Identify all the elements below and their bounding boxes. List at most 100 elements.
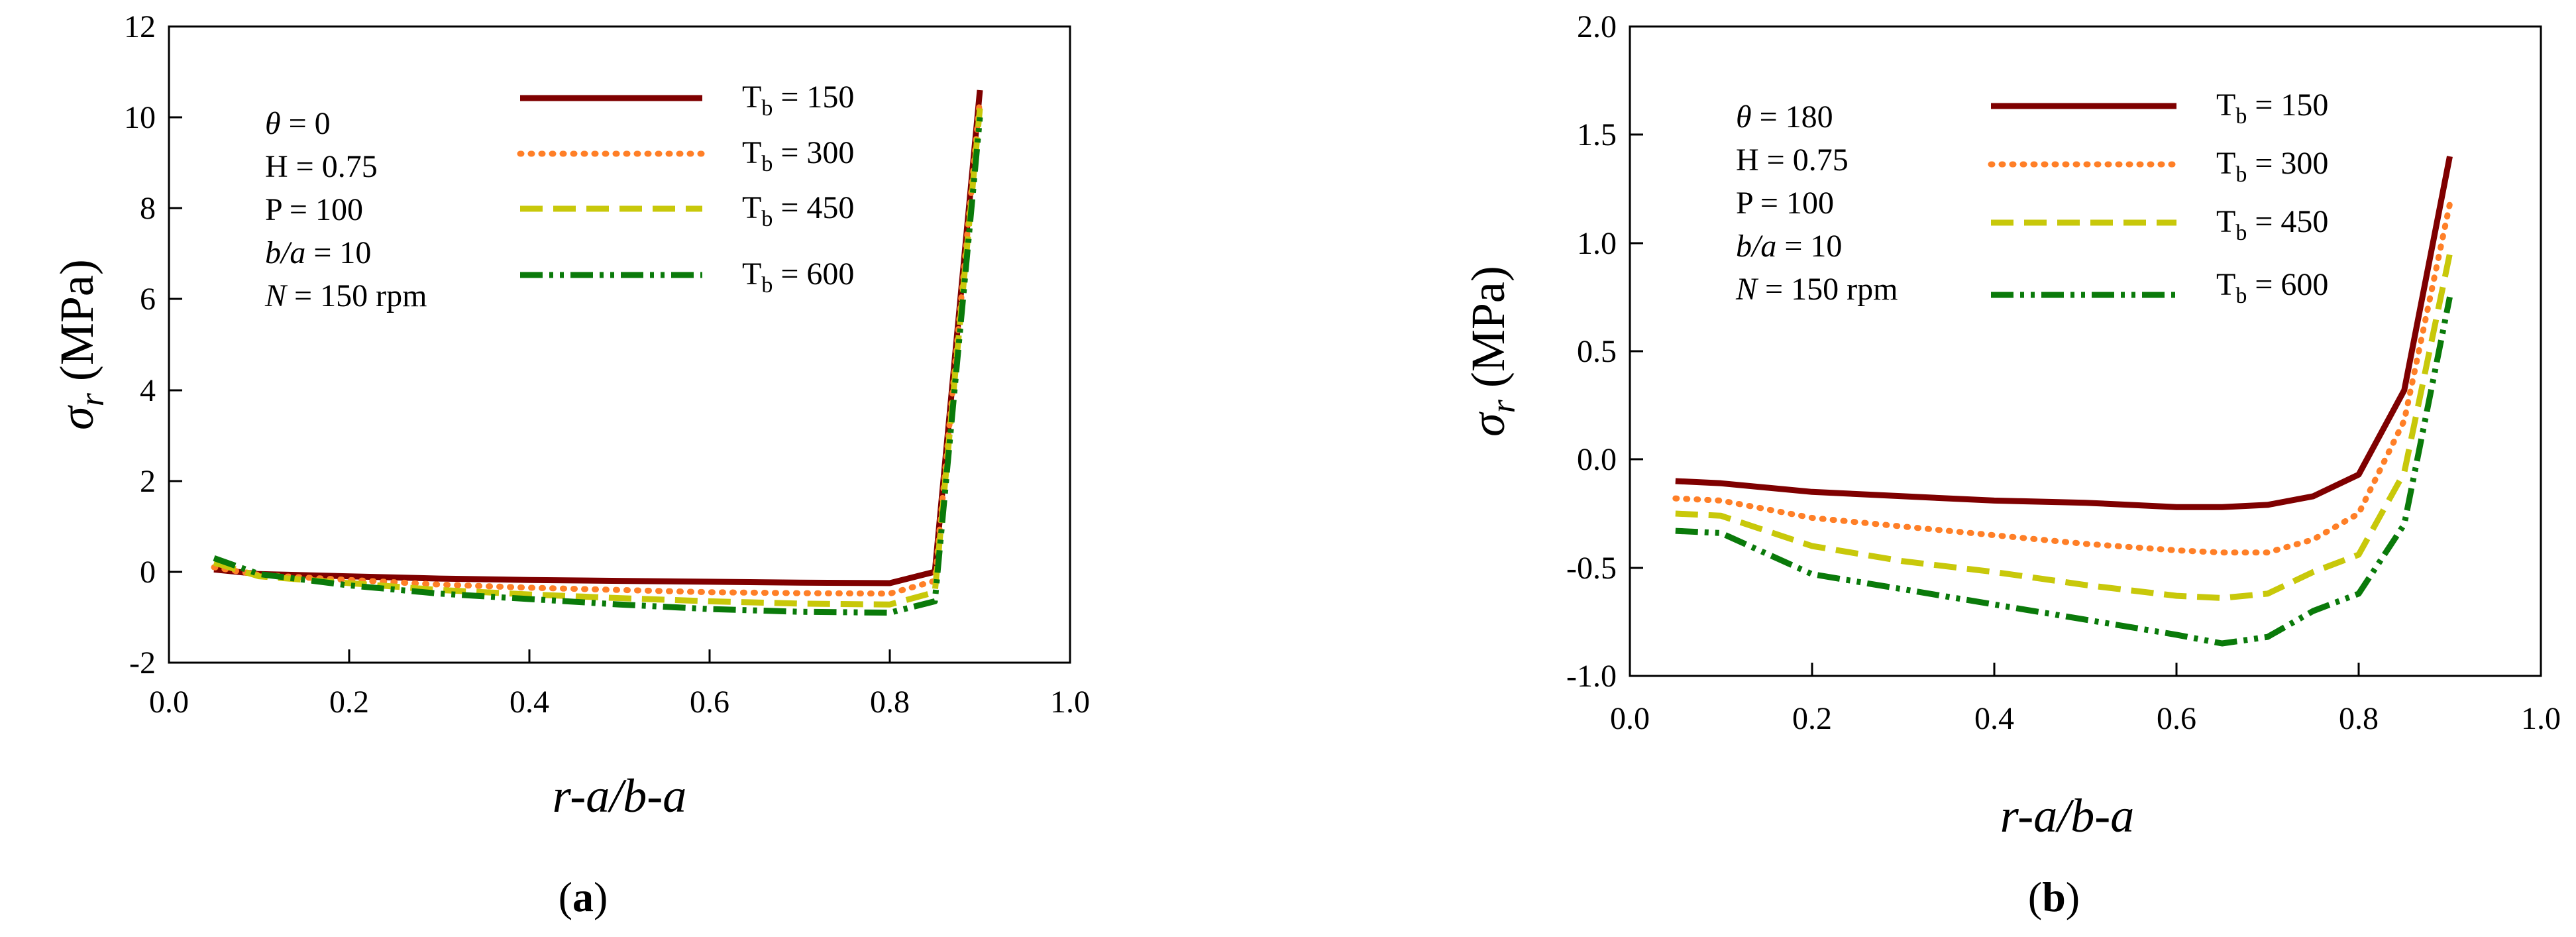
panel-label-open: (	[559, 873, 572, 920]
x-tick-marks-a	[168, 649, 1071, 663]
param-theta: θ = 180	[1736, 99, 1833, 135]
param-italic: b/a	[1736, 229, 1776, 264]
legend-label-150: Tb = 150	[742, 80, 854, 121]
x-tick-label: 0.0	[1610, 701, 1650, 736]
y-tick-label: -2	[129, 645, 156, 681]
legend-sub: b	[761, 207, 773, 231]
param-rest: = 10	[305, 235, 371, 270]
y-axis-title-a: σr (MPa)	[50, 259, 111, 430]
x-tick-labels-a: 0.0 0.2 0.4 0.6 0.8 1.0	[149, 685, 1090, 720]
legend-prefix: T	[2216, 146, 2235, 181]
x-tick-label: 1.0	[1050, 685, 1090, 720]
y-tick-label: 0.0	[1577, 442, 1617, 477]
series-layer-b	[1672, 156, 2453, 647]
y-tick-label: -1.0	[1566, 659, 1617, 694]
legend-label-300: Tb = 300	[742, 135, 854, 176]
legend-sub: b	[2235, 104, 2247, 129]
legend-suffix: = 450	[2247, 204, 2328, 239]
param-italic: θ	[1736, 99, 1752, 135]
legend-label-450: Tb = 450	[2216, 204, 2328, 245]
panel-label-letter: b	[2042, 873, 2066, 920]
y-tick-label: 2.0	[1577, 9, 1617, 44]
panel-label-close: )	[594, 873, 608, 920]
x-tick-label: 0.0	[149, 685, 189, 720]
x-tick-marks-b	[1629, 663, 2542, 676]
series-line-300-b	[1672, 201, 2453, 556]
y-axis-symbol: σ	[1462, 412, 1515, 437]
x-tick-label: 0.2	[329, 685, 369, 720]
params-a: θ = 0 H = 0.75 P = 100 b/a = 10 N = 150 …	[264, 106, 427, 313]
legend-label-300: Tb = 300	[2216, 146, 2328, 187]
legend-label-600: Tb = 600	[742, 256, 854, 298]
panel-label-a: (a)	[559, 873, 608, 920]
legend-prefix: T	[2216, 267, 2235, 302]
legend-label-150: Tb = 150	[2216, 87, 2328, 129]
param-n: N = 150 rpm	[264, 278, 427, 313]
y-tick-labels-b: -1.0 -0.5 0.0 0.5 1.0 1.5 2.0	[1566, 9, 1617, 694]
legend-suffix: = 300	[773, 135, 854, 170]
series-layer-a	[211, 89, 983, 616]
legend-label-450: Tb = 450	[742, 190, 854, 231]
y-tick-labels-a: -2 0 2 4 6 8 10 12	[124, 9, 156, 681]
x-tick-labels-b: 0.0 0.2 0.4 0.6 0.8 1.0	[1610, 701, 2561, 736]
y-axis-unit: (MPa)	[1462, 266, 1515, 400]
param-rest: H = 0.75	[1736, 142, 1849, 178]
x-tick-label: 0.2	[1792, 701, 1832, 736]
legend-suffix: = 300	[2247, 146, 2328, 181]
series-line-600-b	[1675, 296, 2453, 647]
legend-sub: b	[761, 96, 773, 121]
series-line-450-b	[1675, 253, 2453, 601]
legend-suffix: = 600	[2247, 267, 2328, 302]
param-rest: = 0	[281, 106, 331, 141]
y-tick-label: 10	[124, 100, 156, 135]
params-b: θ = 180 H = 0.75 P = 100 b/a = 10 N = 15…	[1735, 99, 1898, 307]
y-tick-label: 0.5	[1577, 334, 1617, 369]
legend-sub: b	[2235, 284, 2247, 308]
param-rest: H = 0.75	[265, 149, 378, 184]
y-tick-marks-a	[169, 25, 182, 664]
y-tick-label: 1.5	[1577, 117, 1617, 152]
param-italic: b/a	[265, 235, 305, 270]
x-tick-label: 0.4	[510, 685, 549, 720]
param-ba: b/a = 10	[265, 235, 371, 270]
legend-prefix: T	[742, 256, 761, 292]
x-axis-title-b: r-a/b-a	[2000, 789, 2135, 842]
param-rest: = 150 rpm	[1757, 272, 1898, 307]
param-h: H = 0.75	[1736, 142, 1849, 178]
legend-prefix: T	[742, 80, 761, 115]
panel-label-close: )	[2066, 873, 2080, 920]
legend-prefix: T	[2216, 87, 2235, 123]
param-rest: = 10	[1776, 229, 1842, 264]
y-tick-label: 2	[140, 464, 156, 499]
y-tick-label: 6	[140, 282, 156, 317]
param-italic: N	[264, 278, 288, 313]
y-tick-label: 12	[124, 9, 156, 44]
legend-prefix: T	[742, 190, 761, 225]
legend-suffix: = 150	[773, 80, 854, 115]
param-n: N = 150 rpm	[1735, 272, 1898, 307]
param-rest: P = 100	[1736, 186, 1834, 221]
y-axis-unit: (MPa)	[50, 259, 103, 393]
y-axis-symbol: σ	[50, 405, 103, 430]
legend-sub: b	[2235, 221, 2247, 245]
param-rest: = 150 rpm	[286, 278, 427, 313]
param-p: P = 100	[265, 192, 363, 227]
y-tick-label: -0.5	[1566, 551, 1617, 586]
legend-prefix: T	[2216, 204, 2235, 239]
x-tick-label: 0.8	[870, 685, 910, 720]
chart-panel-a: -2 0 2 4 6 8 10 12 0.0 0.2 0.4 0.6 0.8 1…	[50, 9, 1090, 920]
y-axis-subscript: r	[74, 392, 111, 406]
x-tick-label: 0.6	[2157, 701, 2196, 736]
y-tick-label: 1.0	[1577, 226, 1617, 261]
x-tick-label: 1.0	[2521, 701, 2561, 736]
legend-prefix: T	[742, 135, 761, 170]
series-line-150-b	[1675, 156, 2453, 510]
series-line-600-a	[213, 117, 983, 616]
param-italic: θ	[265, 106, 281, 141]
y-tick-label: 0	[140, 555, 156, 590]
param-ba: b/a = 10	[1736, 229, 1842, 264]
x-tick-label: 0.8	[2339, 701, 2379, 736]
legend-sub: b	[761, 273, 773, 298]
y-tick-label: 8	[140, 191, 156, 226]
